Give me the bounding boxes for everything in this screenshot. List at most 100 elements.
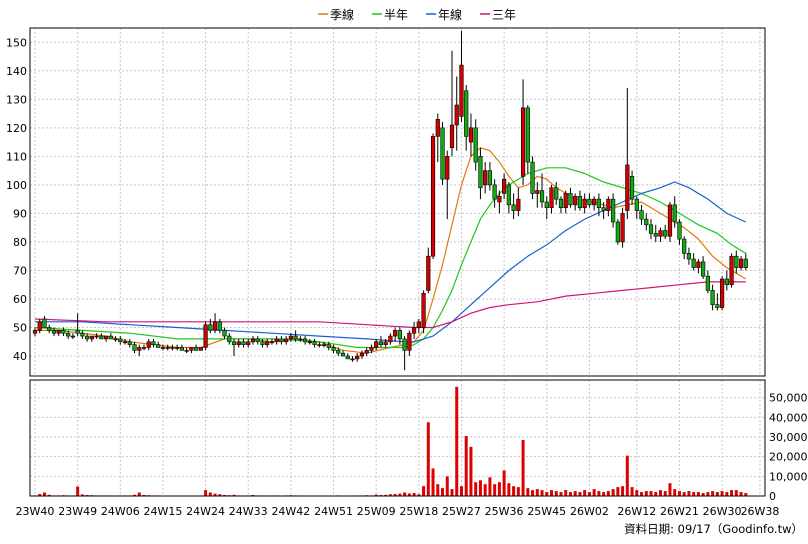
candle [250, 336, 256, 345]
volume-bar [597, 491, 601, 496]
candle [554, 182, 559, 205]
candle-body [137, 347, 142, 351]
price-ytick-120: 120 [6, 122, 27, 135]
candle-body [539, 190, 545, 203]
candle-body [179, 347, 184, 351]
candle-body [454, 104, 459, 126]
candle-body [502, 178, 507, 194]
volume-bar [578, 492, 582, 496]
candle [468, 113, 474, 157]
volume-bar [592, 489, 596, 496]
candle-body [478, 156, 483, 189]
volume-bar [550, 490, 554, 496]
candle-body [118, 338, 123, 343]
candle-body [525, 107, 530, 163]
candle [487, 162, 493, 191]
candle [236, 338, 241, 348]
candle [146, 338, 151, 351]
candle [255, 336, 260, 345]
candle [483, 162, 488, 194]
candle [113, 336, 118, 342]
volume-bar [384, 494, 388, 496]
volume-bar [720, 491, 724, 496]
candle [132, 341, 137, 354]
candle [70, 333, 76, 339]
candle-body [156, 344, 161, 348]
candle [440, 122, 445, 185]
candle-body [497, 195, 502, 203]
volume-bar [559, 492, 563, 496]
candle [724, 270, 729, 291]
volume-ytick-0: 0 [769, 490, 776, 503]
price-ytick-60: 60 [13, 293, 27, 306]
volume-bar [388, 494, 392, 496]
legend-label-3: 三年 [492, 8, 516, 22]
legend-label-1: 半年 [384, 8, 408, 22]
candle-body [165, 347, 170, 349]
candle-body [94, 335, 99, 338]
x-tick-label-13: 26W02 [570, 505, 609, 518]
candle-body [516, 198, 521, 211]
volume-bar [573, 491, 577, 496]
candle-body [573, 195, 578, 206]
volume-bar [398, 493, 402, 496]
volume-bar [687, 491, 691, 496]
candle [198, 347, 203, 351]
candle-body [506, 184, 511, 206]
volume-bar [696, 492, 700, 496]
candle [525, 105, 530, 174]
volume-bar [587, 492, 591, 496]
candle-body [160, 347, 166, 349]
candle-body [421, 292, 426, 328]
candle-body [350, 358, 355, 361]
candle [729, 253, 734, 288]
candle [667, 202, 673, 242]
candle [364, 347, 369, 357]
candle [212, 313, 218, 334]
price-ytick-140: 140 [6, 65, 27, 78]
candle [506, 182, 511, 214]
candle [51, 327, 57, 337]
candle [231, 338, 237, 357]
candle [298, 336, 303, 342]
candle [94, 333, 99, 339]
candle [326, 341, 331, 351]
volume-bar [474, 482, 478, 496]
volume-bar [739, 492, 743, 496]
candle [407, 330, 412, 357]
candle-body [435, 118, 440, 137]
candle-body [85, 335, 90, 340]
candle-body [70, 335, 76, 338]
candle [397, 327, 402, 345]
candle [573, 193, 578, 211]
candle [108, 333, 113, 340]
candle-body [99, 335, 104, 340]
candle-body [587, 198, 592, 206]
price-ytick-50: 50 [13, 322, 27, 335]
candle [265, 338, 270, 348]
candle-body [103, 335, 109, 340]
price-ytick-100: 100 [6, 179, 27, 192]
candle-body [345, 355, 350, 360]
candle [293, 330, 298, 342]
candle-body [203, 324, 208, 348]
candle [549, 184, 554, 214]
candle [658, 227, 663, 242]
candle-body [42, 318, 47, 328]
candle [710, 284, 715, 311]
x-tick-label-15: 26W21 [660, 505, 699, 518]
candle-body [279, 338, 284, 343]
candle-body [397, 330, 402, 340]
candle-body [369, 347, 374, 351]
candle [66, 330, 71, 339]
candle [719, 276, 725, 311]
candle [620, 207, 625, 248]
candle-body [198, 347, 203, 351]
volume-bar [483, 484, 487, 496]
candle-body [255, 338, 260, 343]
candle [592, 196, 597, 211]
volume-bar [616, 487, 620, 496]
price-ytick-90: 90 [13, 207, 27, 220]
volume-bar [232, 494, 236, 496]
